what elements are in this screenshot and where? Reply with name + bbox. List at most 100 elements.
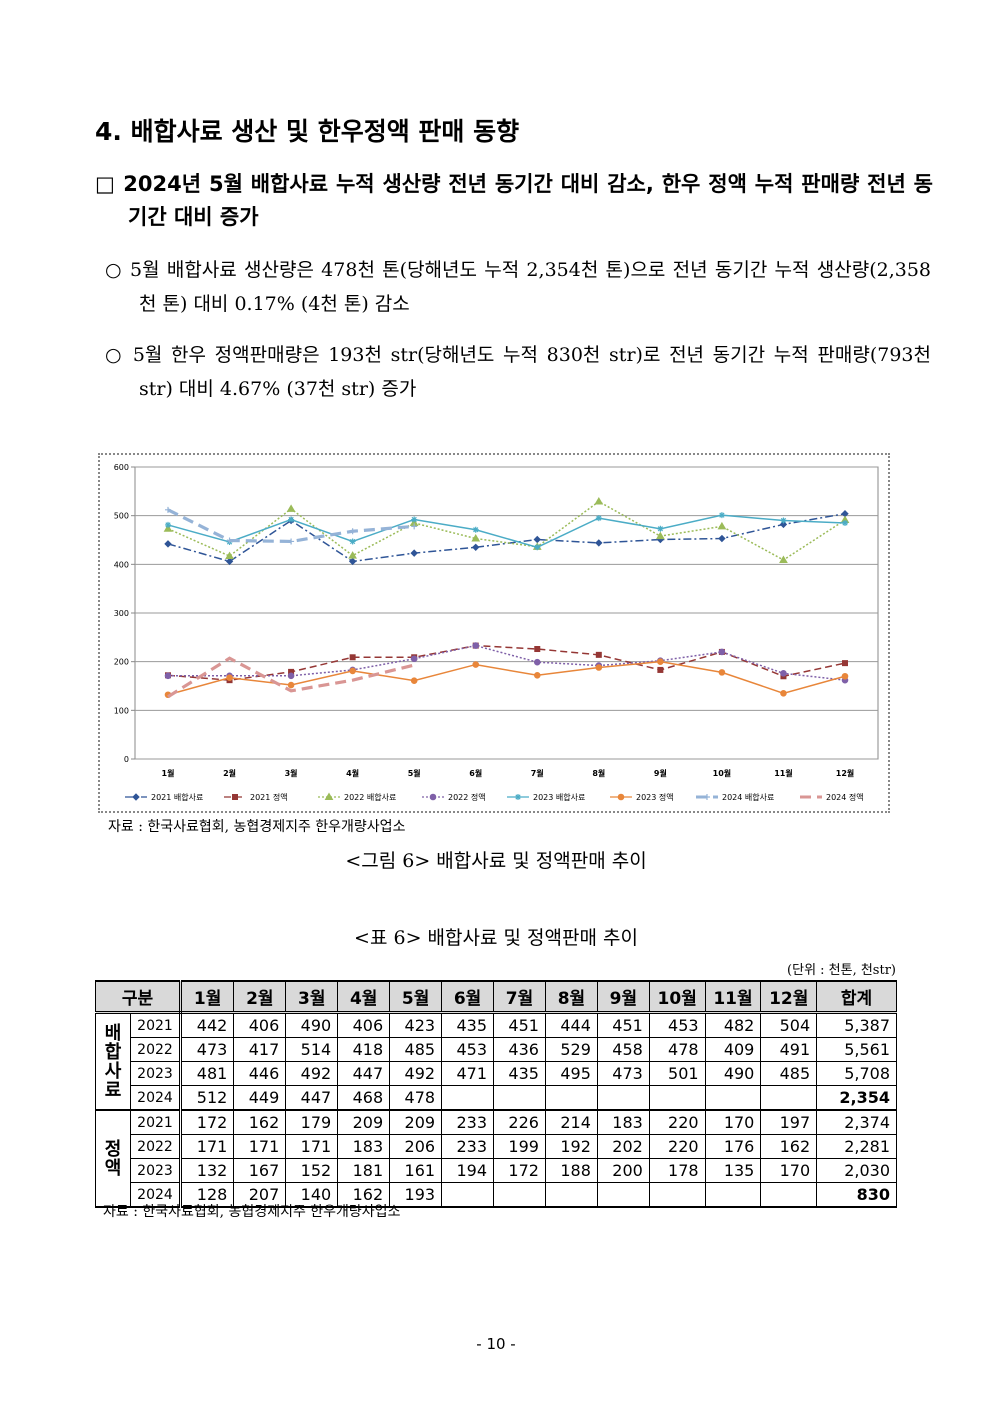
marker [164,672,172,680]
total-cell: 5,561 [816,1037,897,1062]
marker [410,549,418,557]
value-cell: 178 [648,1158,706,1183]
series-line [167,500,846,561]
value-cell: 193 [389,1182,443,1208]
empty-cell [441,1182,495,1208]
year-cell: 2022 [130,1037,182,1062]
value-cell: 436 [493,1037,546,1062]
table-caption: <표 6> 배합사료 및 정액판매 추이 [354,927,638,949]
marker [288,516,295,523]
legend-label: 2023 정액 [636,792,674,802]
table-row: 2024 128 207 140 162 193 830 [96,1182,897,1208]
header-cell: 9월 [596,980,650,1014]
value-cell: 209 [337,1109,391,1135]
value-cell: 162 [233,1109,287,1135]
legend-marker [617,793,625,801]
table-row: 2022 473 417 514 418 485 453 436 529 458 478 409 491… [96,1037,897,1062]
year-cell: 2021 [130,1109,182,1135]
year-cell: 2022 [130,1134,182,1159]
value-cell: 423 [389,1012,443,1038]
empty-cell [704,1182,762,1208]
value-cell: 161 [389,1158,443,1183]
header-cell: 6월 [441,980,495,1014]
group-label: 배합사료 [104,1022,122,1101]
value-cell: 512 [179,1085,235,1111]
table-row: 배합사료 2021 442 406 490 406 423 435 451 444 451 453 48… [95,1012,897,1111]
y-tick-label: 300 [114,609,129,618]
value-cell: 214 [544,1109,598,1135]
marker [842,660,848,667]
marker [780,517,787,524]
marker [286,504,296,512]
table-row: 2024 512 449 447 468 478 2,354 [96,1085,897,1111]
total-cell: 830 [816,1182,897,1208]
marker [165,521,171,528]
value-cell: 171 [285,1134,339,1159]
value-cell: 447 [285,1085,339,1111]
value-cell: 406 [233,1012,287,1038]
value-cell: 206 [389,1134,443,1159]
marker [534,646,541,653]
series-line [168,644,846,681]
value-cell: 481 [179,1061,235,1086]
value-cell: 453 [648,1012,706,1038]
year-cell: 2023 [130,1061,182,1086]
marker [288,538,295,545]
total-cell: 2,281 [816,1134,897,1159]
marker [718,648,726,656]
empty-cell [704,1085,762,1111]
table-row: 2023 481 446 492 447 492 471 435 495 473 501 490 485… [96,1061,897,1086]
series-line [167,656,415,699]
empty-cell [648,1182,706,1208]
header-cell: 4월 [337,980,391,1014]
header-cell: 합계 [816,980,897,1014]
x-tick-label: 1월 [162,768,175,778]
value-cell: 220 [648,1109,706,1135]
legend-marker [324,792,334,800]
value-cell: 529 [544,1037,598,1062]
legend-label: 2022 배합사료 [344,793,396,802]
series-line [167,512,846,563]
marker [534,544,541,551]
value-cell: 442 [179,1012,235,1038]
value-cell: 444 [544,1012,598,1038]
marker [411,523,418,530]
y-tick-label: 200 [114,658,129,667]
marker [718,534,726,543]
marker [348,557,357,566]
table-source: 자료 : 한국사료협회, 농협경제지주 한우개량사업소 [103,1204,401,1220]
value-cell: 473 [179,1037,235,1062]
value-cell: 458 [596,1037,650,1062]
year-cell: 2021 [130,1012,182,1038]
marker [165,506,171,513]
marker [472,661,480,668]
value-cell: 495 [544,1061,598,1086]
y-tick-label: 400 [114,560,129,569]
table-row: 정액 2021 172 162 179 209 209 233 226 214 183 220 170 1… [95,1109,897,1208]
value-cell: 188 [544,1158,598,1183]
marker [226,537,233,544]
marker [595,651,602,658]
value-cell: 199 [493,1134,546,1159]
marker [225,551,234,560]
value-cell: 447 [337,1061,391,1086]
value-cell: 417 [233,1037,287,1062]
total-cell: 2,030 [816,1158,897,1183]
marker [348,551,358,559]
value-cell: 490 [704,1061,762,1086]
value-cell: 453 [441,1037,495,1062]
value-cell: 492 [285,1061,339,1086]
value-cell: 183 [596,1109,650,1135]
value-cell: 501 [648,1061,706,1086]
value-cell: 128 [179,1182,235,1208]
group-cell: 배합사료 [95,1012,131,1111]
legend-label: 2024 배합사료 [722,793,774,802]
value-cell: 140 [285,1182,339,1208]
value-cell: 233 [441,1109,495,1135]
y-tick-label: 600 [114,463,129,472]
value-cell: 485 [760,1061,818,1086]
empty-cell [544,1182,598,1208]
table-row: 2022 171 171 171 183 206 233 199 192 202 220 176 162… [96,1134,897,1159]
x-tick-label: 9월 [654,768,667,778]
marker [349,654,356,661]
